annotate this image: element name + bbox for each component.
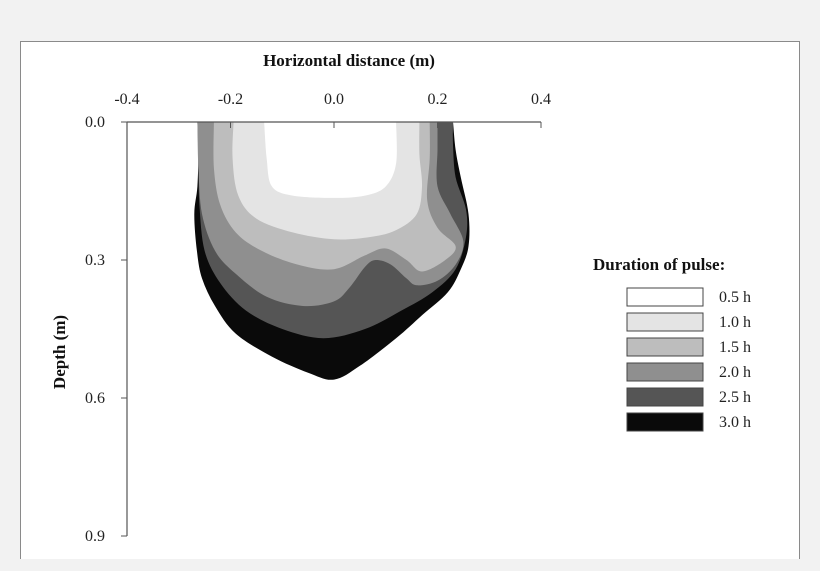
contour-regions [194, 122, 470, 380]
x-tick-label: -0.2 [218, 91, 243, 108]
legend-swatch [626, 287, 704, 307]
contour-chart: -0.4 -0.2 0.0 0.2 0.4 0.0 0.3 0.6 0.9 Horizontal… [50, 51, 751, 545]
legend-swatch [626, 337, 704, 357]
chart-figure: -0.4 -0.2 0.0 0.2 0.4 0.0 0.3 0.6 0.9 Horizontal… [20, 41, 800, 561]
x-tick-label: -0.4 [114, 91, 139, 108]
legend-swatch [626, 312, 704, 332]
y-tick-label: 0.6 [85, 390, 105, 407]
y-tick-label: 0.0 [85, 114, 105, 131]
legend-label: 0.5 h [719, 289, 751, 306]
legend-label: 1.0 h [719, 314, 751, 331]
axes: -0.4 -0.2 0.0 0.2 0.4 0.0 0.3 0.6 0.9 [85, 91, 551, 545]
y-tick-label: 0.3 [85, 252, 105, 269]
legend-label: 3.0 h [719, 414, 751, 431]
legend-label: 1.5 h [719, 339, 751, 356]
y-axis-title: Depth (m) [50, 315, 69, 389]
x-tick-label: 0.4 [531, 91, 551, 108]
legend-label: 2.5 h [719, 389, 751, 406]
x-tick-label: 0.0 [324, 91, 344, 108]
legend-items: 0.5 h 1.0 h 1.5 h 2.0 h 2.5 h 3.0 h [626, 287, 751, 432]
legend-swatch [626, 362, 704, 382]
x-tick-label: 0.2 [428, 91, 448, 108]
bottom-band [0, 559, 820, 571]
y-tick-label: 0.9 [85, 528, 105, 545]
x-axis-title: Horizontal distance (m) [263, 51, 435, 70]
legend: Duration of pulse: 0.5 h 1.0 h 1.5 h 2.0 h 2… [593, 255, 751, 432]
legend-title: Duration of pulse: [593, 255, 725, 274]
legend-swatch [626, 412, 704, 432]
contour-0-5-h [264, 122, 397, 198]
legend-label: 2.0 h [719, 364, 751, 381]
legend-swatch [626, 387, 704, 407]
